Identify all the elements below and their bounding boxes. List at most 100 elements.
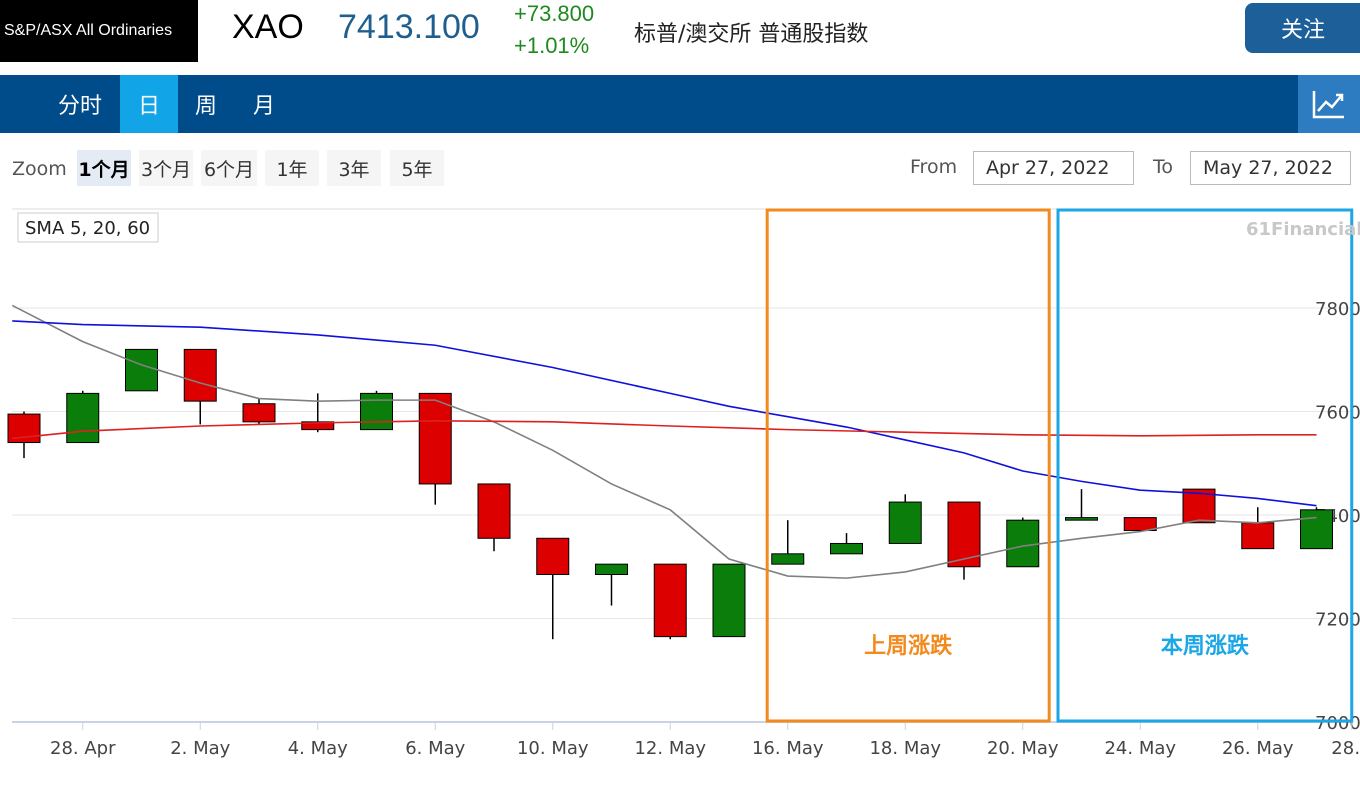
tab-monthly[interactable]: 月: [252, 94, 275, 119]
candle-body-up: [712, 563, 746, 638]
x-tick-label: 20. May: [987, 738, 1059, 759]
candle[interactable]: [242, 398, 276, 425]
watermark: 61Financial: [1246, 219, 1360, 240]
candle[interactable]: [1300, 507, 1333, 550]
x-tick-label: 16. May: [752, 738, 824, 759]
index-chinese-name: 标普/澳交所 普通股指数: [634, 22, 869, 47]
quote-header: S&P/ASX All Ordinaries XAO 7413.100 +73.…: [0, 0, 1360, 66]
candle[interactable]: [653, 563, 687, 640]
last-week-box-frame: [765, 208, 1051, 723]
line-chart-icon[interactable]: [1298, 75, 1360, 133]
x-tick-label: 12. May: [634, 738, 706, 759]
sma60-line: [12, 420, 1317, 440]
candle-body-up: [1300, 509, 1333, 550]
candle-body-up: [360, 392, 393, 431]
tab-intraday[interactable]: 分时: [57, 94, 102, 119]
x-axis-ticks: 28. Apr 2. May 4. May 6. May 10. May 12. May 1…: [50, 722, 1360, 759]
candle[interactable]: [888, 494, 922, 544]
last-price: 7413.100: [338, 8, 480, 46]
candle-body-down: [1241, 522, 1275, 550]
candle-body-up: [66, 392, 100, 444]
y-tick-label: 7800: [1315, 299, 1360, 320]
zoom-label: Zoom: [12, 158, 67, 180]
tab-daily[interactable]: 日: [120, 75, 178, 133]
from-label: From: [910, 156, 958, 178]
ticker-symbol: XAO: [232, 8, 304, 46]
candle-body-down: [1123, 517, 1157, 532]
tab-weekly[interactable]: 周: [194, 94, 217, 119]
x-tick-label: 10. May: [517, 738, 589, 759]
candle[interactable]: [1006, 517, 1040, 568]
to-label: To: [1153, 156, 1174, 178]
candle[interactable]: [360, 390, 393, 431]
x-tick-label: 26. May: [1222, 738, 1294, 759]
candle[interactable]: [66, 390, 100, 444]
candle-body-up: [830, 542, 863, 555]
candle-body-up: [125, 348, 158, 392]
candle-body-down: [536, 537, 570, 576]
candle[interactable]: [595, 563, 628, 606]
candle-body-up: [888, 501, 922, 544]
this-week-box: 本周涨跌: [1056, 208, 1354, 723]
candle-body-down: [242, 403, 276, 423]
candle-body-down: [418, 392, 452, 485]
x-tick-label: 2. May: [170, 738, 230, 759]
zoom-6m-button[interactable]: 6个月: [201, 150, 257, 186]
x-tick-label: 28. Apr: [50, 738, 116, 759]
from-date-input[interactable]: Apr 27, 2022: [973, 151, 1134, 185]
sma5-line: [11, 304, 1317, 579]
candle[interactable]: [830, 533, 863, 555]
sma-lines: [11, 304, 1317, 579]
candle-body-down: [653, 563, 687, 638]
candle-body-up: [771, 553, 805, 565]
zoom-1y-button[interactable]: 1年: [265, 150, 319, 186]
candle[interactable]: [125, 348, 158, 392]
follow-button[interactable]: 关注: [1245, 3, 1360, 53]
candle[interactable]: [477, 483, 511, 552]
zoom-1m-button[interactable]: 1个月: [77, 150, 131, 186]
candle-body-down: [183, 348, 217, 402]
week-annotations: 上周涨跌 本周涨跌: [765, 208, 1354, 723]
candles: [7, 348, 1333, 640]
candle[interactable]: [301, 393, 335, 433]
zoom-3m-button[interactable]: 3个月: [139, 150, 193, 186]
candle[interactable]: [712, 563, 746, 638]
y-tick-label: 7600: [1315, 403, 1360, 424]
candle[interactable]: [536, 537, 570, 640]
candle-body-up: [595, 563, 628, 576]
x-tick-label: 18. May: [869, 738, 941, 759]
y-tick-label: 7000: [1315, 713, 1360, 734]
sma20-line: [12, 320, 1317, 507]
last-week-box-label: 上周涨跌: [864, 634, 953, 659]
sma-legend-box[interactable]: SMA 5, 20, 60: [17, 212, 159, 243]
this-week-box-frame: [1056, 208, 1354, 723]
candle[interactable]: [1241, 507, 1275, 550]
x-tick-label: 24. May: [1104, 738, 1176, 759]
to-date-input[interactable]: May 27, 2022: [1190, 151, 1351, 185]
candle[interactable]: [771, 520, 805, 565]
candle[interactable]: [947, 501, 981, 580]
change-value: +73.800: [514, 1, 595, 26]
period-tabs: 分时 日 周 月: [0, 75, 1360, 133]
candle-body-down: [477, 483, 511, 539]
y-gridlines: [12, 208, 1352, 723]
candle[interactable]: [418, 392, 452, 505]
candle-body-up: [1006, 519, 1040, 568]
zoom-5y-button[interactable]: 5年: [390, 150, 444, 186]
zoom-3y-button[interactable]: 3年: [327, 150, 381, 186]
price-change: +73.800 +1.01%: [514, 0, 594, 62]
candle-body-up: [1065, 517, 1098, 521]
candle[interactable]: [183, 348, 217, 425]
this-week-box-label: 本周涨跌: [1161, 634, 1250, 659]
sma-legend-label: SMA 5, 20, 60: [25, 218, 150, 239]
candle[interactable]: [1123, 517, 1157, 532]
x-tick-label: 28…: [1331, 738, 1360, 759]
last-week-box: 上周涨跌: [765, 208, 1051, 723]
candle-body-down: [301, 421, 335, 431]
candle[interactable]: [7, 411, 41, 459]
x-tick-label: 6. May: [405, 738, 465, 759]
change-percent: +1.01%: [514, 33, 590, 58]
range-toolbar: Zoom 1个月 3个月 6个月 1年 3年 5年 From Apr 27, 2…: [0, 140, 1360, 196]
candle[interactable]: [1065, 489, 1098, 521]
